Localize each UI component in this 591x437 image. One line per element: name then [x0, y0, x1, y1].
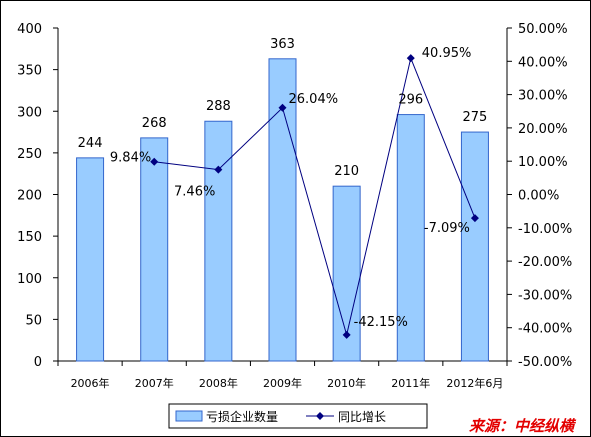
legend-line-marker — [316, 412, 324, 420]
bar-value-label: 244 — [78, 136, 103, 151]
x-axis-tick-label: 2011年 — [391, 376, 430, 390]
right-axis-tick-label: 50.00% — [518, 22, 568, 37]
growth-point — [150, 157, 159, 166]
right-axis-tick-label: 0.00% — [518, 189, 559, 204]
left-axis-tick-label: 350 — [17, 64, 42, 79]
left-axis-tick-label: 400 — [17, 22, 42, 37]
x-axis-tick-label: 2010年 — [327, 376, 366, 390]
growth-point — [470, 214, 479, 223]
legend-bar-label: 亏损企业数量 — [206, 409, 278, 424]
right-axis-tick-label: 10.00% — [518, 155, 568, 170]
bar-value-label: 363 — [270, 37, 295, 52]
right-axis-tick-label: 30.00% — [518, 89, 568, 104]
source-label: 来源：中经纵横 — [469, 417, 577, 435]
axes-layer: 0 50 100 150 200 250 300 350 400 -50.00% -40.00% -3… — [17, 22, 572, 390]
growth-value-label: 7.46% — [174, 185, 215, 200]
bar — [460, 131, 489, 362]
x-axis-tick-label: 2007年 — [135, 376, 174, 390]
x-axis-tick-label: 2012年6月 — [446, 376, 503, 390]
right-axis-tick-label: -10.00% — [518, 222, 572, 237]
bar — [76, 157, 105, 362]
right-axis-tick-label: 40.00% — [518, 55, 568, 70]
left-axis-tick-label: 150 — [17, 230, 42, 245]
bar-value-label: 288 — [206, 99, 231, 114]
legend: 亏损企业数量 同比增长 — [168, 403, 428, 429]
left-axis-tick-label: 250 — [17, 147, 42, 162]
bar-value-label: 268 — [142, 116, 167, 131]
right-axis-tick-label: 20.00% — [518, 122, 568, 137]
legend-box — [168, 403, 428, 429]
growth-value-label: -42.15% — [354, 315, 408, 330]
growth-point — [278, 103, 287, 112]
bar — [396, 114, 425, 362]
x-axis-tick-label: 2009年 — [263, 376, 302, 390]
x-axis-tick-label: 2006年 — [71, 376, 110, 390]
left-axis-tick-label: 0 — [34, 355, 42, 370]
growth-line — [154, 56, 476, 335]
bar-value-label: 275 — [463, 110, 488, 125]
right-axis-tick-label: -40.00% — [518, 322, 572, 337]
legend-bar-swatch — [175, 410, 203, 422]
growth-point — [342, 330, 351, 339]
left-axis-tick-label: 50 — [25, 313, 42, 328]
labels-layer: 244 268 288 363 210 296 275 9.84% 7.46% 26.04% -42… — [78, 37, 488, 330]
legend-line-label: 同比增长 — [338, 410, 386, 424]
bar — [140, 137, 169, 362]
growth-value-label: 9.84% — [110, 151, 151, 166]
left-axis-tick-label: 200 — [17, 189, 42, 204]
growth-value-label: -7.09% — [424, 221, 470, 236]
bar-value-label: 210 — [334, 164, 359, 179]
left-axis-tick-label: 300 — [17, 105, 42, 120]
left-axis-tick-label: 100 — [17, 272, 42, 287]
growth-point — [406, 54, 415, 63]
right-axis-tick-label: -30.00% — [518, 288, 572, 303]
line-layer — [150, 54, 479, 339]
growth-value-label: 40.95% — [422, 46, 472, 61]
x-axis-tick-label: 2008年 — [199, 376, 238, 390]
growth-point — [214, 165, 223, 174]
right-axis-tick-label: -20.00% — [518, 255, 572, 270]
bar-value-label: 296 — [398, 93, 423, 108]
right-axis-tick-label: -50.00% — [518, 355, 572, 370]
growth-value-label: 26.04% — [289, 92, 339, 107]
bar — [204, 120, 233, 362]
